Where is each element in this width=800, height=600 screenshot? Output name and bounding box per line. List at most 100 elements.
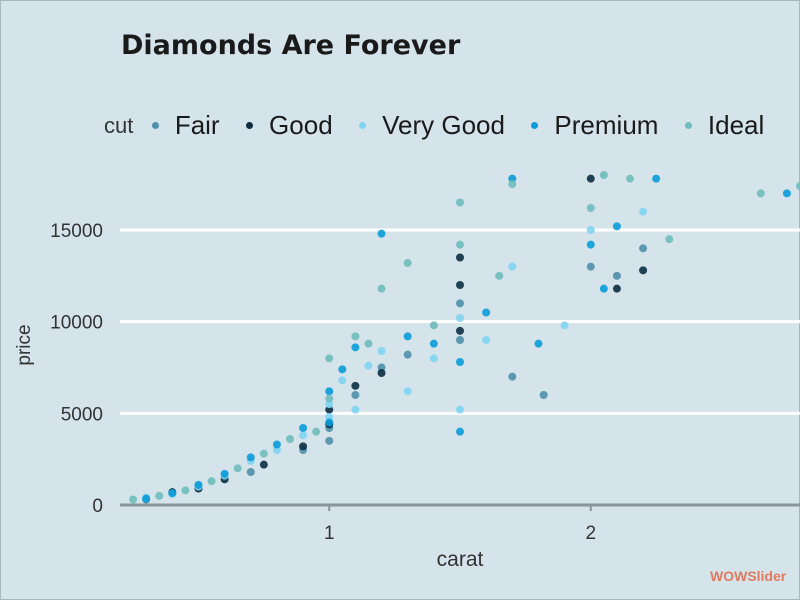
point-premium-23 <box>782 189 791 198</box>
point-ideal-24 <box>796 182 800 190</box>
point-ideal-14 <box>429 321 438 330</box>
legend-key-very-good <box>359 122 367 129</box>
point-premium-0 <box>142 494 151 503</box>
point-ideal-15 <box>456 240 464 249</box>
legend-label-ideal: Ideal <box>707 110 765 140</box>
legend-item-premium: Premium <box>531 110 658 141</box>
legend-key-good <box>246 122 254 129</box>
point-ideal-10 <box>351 332 360 341</box>
point-premium-12 <box>403 332 412 341</box>
point-ideal-1 <box>155 491 164 500</box>
point-premium-6 <box>299 424 308 432</box>
watermark: WOWSlider <box>710 568 787 584</box>
point-ideal-18 <box>508 180 517 189</box>
point-fair-11 <box>508 372 517 381</box>
point-very-good-20 <box>586 226 595 234</box>
point-premium-18 <box>534 339 543 348</box>
point-fair-14 <box>612 271 621 280</box>
x-tick-label-2: 2 <box>585 523 596 544</box>
point-premium-13 <box>429 339 438 348</box>
point-good-12 <box>586 174 595 183</box>
legend-key-ideal <box>684 122 692 129</box>
point-very-good-21 <box>639 207 648 216</box>
x-axis-title: carat <box>437 548 484 571</box>
point-very-good-10 <box>351 405 360 414</box>
legend-item-fair: Fair <box>151 110 220 141</box>
legend-label-very-good: Very Good <box>382 110 505 140</box>
point-very-good-14 <box>429 354 438 363</box>
point-ideal-4 <box>233 464 242 473</box>
point-fair-6 <box>351 391 360 399</box>
point-premium-2 <box>194 480 203 489</box>
legend-label-fair: Fair <box>174 110 220 140</box>
point-very-good-12 <box>377 347 386 355</box>
point-very-good-7 <box>325 413 334 421</box>
point-ideal-11 <box>364 339 373 348</box>
point-very-good-19 <box>560 321 569 330</box>
point-good-9 <box>456 326 464 335</box>
point-ideal-21 <box>626 174 634 183</box>
point-ideal-5 <box>259 449 268 458</box>
legend-key-premium <box>531 122 539 129</box>
point-ideal-23 <box>756 189 765 198</box>
point-premium-22 <box>652 174 661 183</box>
point-fair-13 <box>586 262 595 271</box>
point-premium-1 <box>168 489 177 498</box>
point-ideal-0 <box>129 495 138 504</box>
legend-item-ideal: Ideal <box>684 110 765 141</box>
point-ideal-22 <box>665 235 674 244</box>
point-premium-19 <box>586 240 595 249</box>
point-ideal-7 <box>312 427 321 436</box>
point-fair-12 <box>539 391 548 399</box>
point-ideal-13 <box>403 259 412 267</box>
point-very-good-18 <box>508 262 517 271</box>
point-ideal-6 <box>286 435 294 443</box>
point-premium-8 <box>325 387 334 396</box>
point-ideal-20 <box>599 171 608 179</box>
y-tick-label-15000: 15000 <box>50 221 103 242</box>
point-fair-5 <box>325 436 334 445</box>
point-ideal-17 <box>495 271 504 280</box>
legend-item-very-good: Very Good <box>359 110 505 141</box>
point-premium-9 <box>338 365 347 374</box>
point-very-good-6 <box>299 431 308 440</box>
point-premium-4 <box>246 453 255 462</box>
point-premium-21 <box>612 222 621 231</box>
point-premium-3 <box>220 469 229 478</box>
point-very-good-17 <box>482 336 491 344</box>
point-very-good-5 <box>272 446 281 454</box>
point-very-good-11 <box>364 361 373 370</box>
point-good-7 <box>351 381 360 390</box>
point-premium-5 <box>272 440 281 449</box>
point-fair-9 <box>456 336 464 344</box>
point-fair-10 <box>456 299 464 308</box>
point-ideal-2 <box>181 486 190 495</box>
point-very-good-15 <box>456 314 464 322</box>
legend-item-good: Good <box>246 110 333 141</box>
point-fair-7 <box>377 363 386 372</box>
point-premium-15 <box>456 358 464 366</box>
legend-title: cut <box>104 112 134 138</box>
point-premium-7 <box>325 418 334 427</box>
y-tick-label-0: 0 <box>92 496 103 517</box>
legend: cut Fair Good Very Good Premium Ideal <box>104 110 800 150</box>
point-premium-16 <box>482 308 491 317</box>
point-fair-8 <box>403 350 412 359</box>
x-tick-label-1: 1 <box>324 523 335 544</box>
point-good-10 <box>456 281 464 289</box>
point-good-14 <box>639 266 648 275</box>
point-good-8 <box>377 369 386 377</box>
point-premium-14 <box>456 427 464 436</box>
y-tick-label-5000: 5000 <box>61 404 103 425</box>
point-very-good-9 <box>338 376 347 385</box>
point-good-3 <box>259 460 268 469</box>
point-premium-17 <box>508 174 517 183</box>
legend-label-good: Good <box>269 110 333 140</box>
chart-title: Diamonds Are Forever <box>121 30 461 61</box>
point-very-good-13 <box>403 387 412 396</box>
legend-key-fair <box>151 122 159 129</box>
point-ideal-9 <box>325 354 334 363</box>
point-good-13 <box>612 284 621 293</box>
point-very-good-8 <box>325 400 334 409</box>
